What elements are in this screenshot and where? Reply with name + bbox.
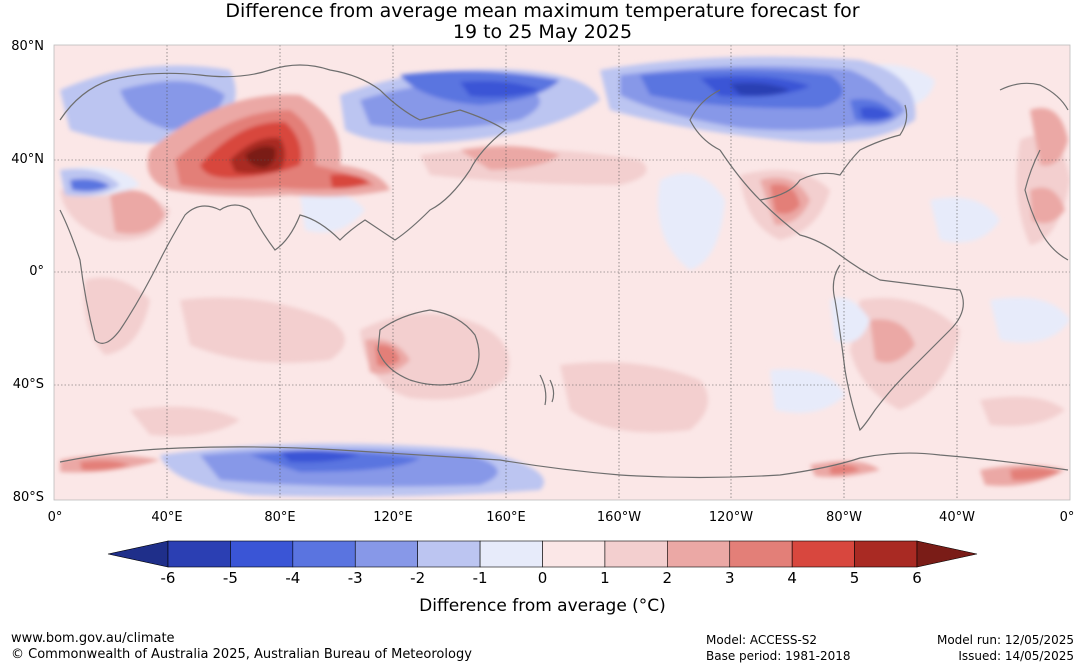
- map-frame: [53, 44, 1071, 501]
- footer-model: Model: ACCESS-S2: [706, 633, 818, 647]
- colorbar-tick-label: 1: [600, 569, 610, 587]
- footer-copyright: © Commonwealth of Australia 2025, Austra…: [11, 647, 472, 662]
- colorbar-tick-label: 3: [725, 569, 735, 587]
- lon-label-40e: 40°E: [151, 510, 183, 525]
- anomaly-fields: [60, 56, 1070, 497]
- footer-url: www.bom.gov.au/climate: [11, 631, 175, 646]
- footer-model-run: Model run: 12/05/2025: [936, 633, 1074, 647]
- colorbar-tick-label: -6: [161, 569, 176, 587]
- graticule: [54, 45, 1070, 500]
- lon-label-160e: 160°E: [486, 510, 526, 525]
- lon-label-40w: 40°W: [939, 510, 975, 525]
- colorbar-segment: [354, 540, 418, 568]
- lat-label-0: 0°: [29, 264, 44, 279]
- colorbar-extend-low: [107, 540, 169, 568]
- coastlines: [59, 64, 1069, 479]
- colorbar-label: Difference from average (°C): [419, 596, 666, 616]
- lat-label-80s: 80°S: [12, 490, 44, 505]
- colorbar-tick-label: -2: [410, 569, 425, 587]
- colorbar-segment: [854, 540, 918, 568]
- lat-label-40s: 40°S: [12, 377, 44, 392]
- colorbar-tick-label: 6: [912, 569, 922, 587]
- colorbar: -6 -5 -4 -3 -2 -1 0 1 2 3 4 5 6: [107, 540, 978, 587]
- colorbar-segment: [417, 540, 481, 568]
- lon-label-120e: 120°E: [373, 510, 413, 525]
- lon-label-120w: 120°W: [708, 510, 754, 525]
- lon-label-0-left: 0°: [47, 510, 63, 525]
- footer-issued: Issued: 14/05/2025: [958, 649, 1074, 663]
- colorbar-tick-label: -3: [348, 569, 363, 587]
- lat-label-80n: 80°N: [11, 39, 44, 54]
- lon-label-0-right: 0°: [1059, 510, 1075, 525]
- colorbar-tick-label: 2: [663, 569, 673, 587]
- colorbar-segment: [729, 540, 793, 568]
- colorbar-tick-label: 5: [850, 569, 860, 587]
- colorbar-extend-high: [916, 540, 978, 568]
- lon-label-80w: 80°W: [826, 510, 862, 525]
- colorbar-tick-label: -1: [473, 569, 488, 587]
- colorbar-segment: [292, 540, 356, 568]
- colorbar-segment: [167, 540, 231, 568]
- footer-base-period: Base period: 1981-2018: [706, 649, 851, 663]
- colorbar-tick-label: -4: [285, 569, 300, 587]
- lat-label-40n: 40°N: [11, 152, 44, 167]
- colorbar-tick-label: 4: [787, 569, 797, 587]
- colorbar-tick-label: 0: [538, 569, 548, 587]
- colorbar-segment: [542, 540, 606, 568]
- colorbar-segment: [479, 540, 543, 568]
- colorbar-segment: [791, 540, 855, 568]
- colorbar-segment: [230, 540, 294, 568]
- lon-label-80e: 80°E: [264, 510, 296, 525]
- chart-subtitle: 19 to 25 May 2025: [452, 21, 633, 43]
- colorbar-segment: [667, 540, 731, 568]
- colorbar-segment: [604, 540, 668, 568]
- lon-label-160w: 160°W: [596, 510, 642, 525]
- colorbar-tick-label: -5: [223, 569, 238, 587]
- chart-title: Difference from average mean maximum tem…: [225, 0, 860, 22]
